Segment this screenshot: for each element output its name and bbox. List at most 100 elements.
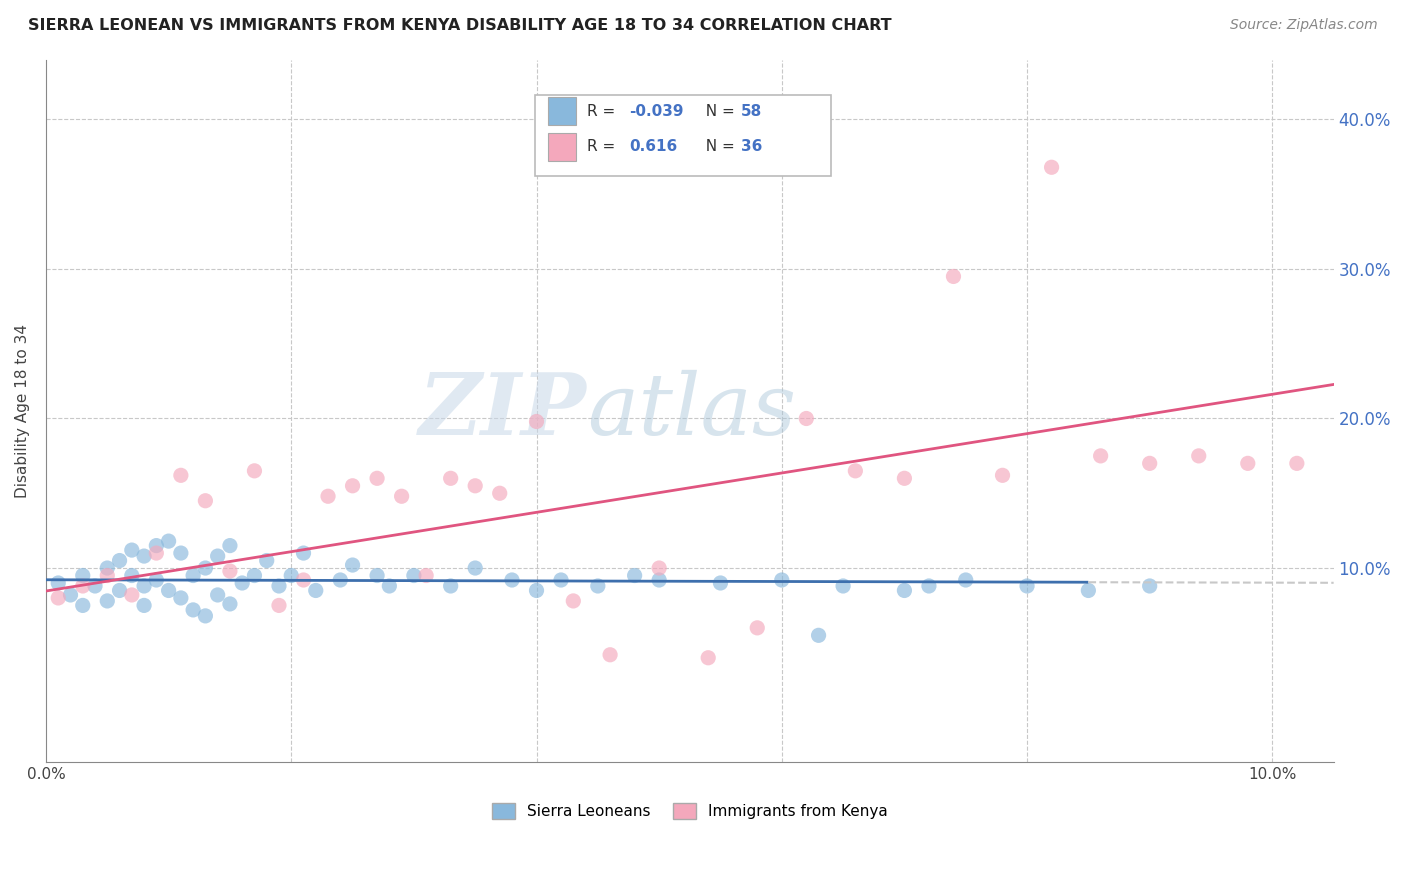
Point <box>207 588 229 602</box>
Point <box>366 471 388 485</box>
Point <box>96 561 118 575</box>
Point <box>170 468 193 483</box>
Point <box>991 468 1014 483</box>
Text: 36: 36 <box>741 139 762 154</box>
Point <box>1139 579 1161 593</box>
Point <box>121 568 143 582</box>
Point <box>219 564 242 578</box>
Text: R =: R = <box>586 139 624 154</box>
Point <box>501 573 523 587</box>
Point <box>170 546 193 560</box>
Point <box>1188 449 1211 463</box>
Point <box>747 621 769 635</box>
Point <box>526 583 548 598</box>
Point <box>599 648 621 662</box>
Point <box>342 558 364 572</box>
Text: SIERRA LEONEAN VS IMMIGRANTS FROM KENYA DISABILITY AGE 18 TO 34 CORRELATION CHAR: SIERRA LEONEAN VS IMMIGRANTS FROM KENYA … <box>28 18 891 33</box>
Point <box>96 568 118 582</box>
Point <box>586 579 609 593</box>
Point <box>72 599 94 613</box>
Legend: Sierra Leoneans, Immigrants from Kenya: Sierra Leoneans, Immigrants from Kenya <box>485 797 894 825</box>
Point <box>342 479 364 493</box>
Text: ZIP: ZIP <box>419 369 586 453</box>
Point <box>648 561 671 575</box>
Point <box>267 599 290 613</box>
Point <box>132 579 155 593</box>
Point <box>267 579 290 593</box>
Point <box>893 471 915 485</box>
Point <box>316 489 339 503</box>
Point <box>1015 579 1038 593</box>
Point <box>1285 456 1308 470</box>
Point <box>145 573 167 587</box>
Point <box>219 539 242 553</box>
Point <box>145 539 167 553</box>
Point <box>1090 449 1112 463</box>
Point <box>329 573 352 587</box>
Y-axis label: Disability Age 18 to 34: Disability Age 18 to 34 <box>15 324 30 498</box>
Point <box>942 269 965 284</box>
Point <box>770 573 793 587</box>
Point <box>1139 456 1161 470</box>
Text: 0.616: 0.616 <box>630 139 678 154</box>
Point <box>292 546 315 560</box>
Point <box>194 493 217 508</box>
Bar <box>548 97 576 126</box>
Point <box>623 568 645 582</box>
Point <box>378 579 401 593</box>
Point <box>170 591 193 605</box>
Point <box>844 464 866 478</box>
Point <box>893 583 915 598</box>
Point <box>194 608 217 623</box>
Point <box>955 573 977 587</box>
Text: Source: ZipAtlas.com: Source: ZipAtlas.com <box>1230 18 1378 32</box>
Point <box>194 561 217 575</box>
Point <box>46 576 69 591</box>
Point <box>488 486 510 500</box>
Point <box>794 411 817 425</box>
Point <box>243 568 266 582</box>
Point <box>391 489 413 503</box>
Point <box>108 553 131 567</box>
Point <box>84 579 107 593</box>
Point <box>415 568 437 582</box>
Point <box>526 415 548 429</box>
Point <box>121 588 143 602</box>
Text: -0.039: -0.039 <box>630 103 683 119</box>
Point <box>709 576 731 591</box>
Point <box>807 628 830 642</box>
Bar <box>548 133 576 161</box>
Point <box>440 579 463 593</box>
Point <box>1077 583 1099 598</box>
Text: atlas: atlas <box>586 369 796 452</box>
Point <box>648 573 671 587</box>
Point <box>1236 456 1258 470</box>
Point <box>402 568 425 582</box>
Text: N =: N = <box>696 139 740 154</box>
Point <box>1040 161 1063 175</box>
Text: R =: R = <box>586 103 620 119</box>
Point <box>305 583 328 598</box>
Text: N =: N = <box>696 103 740 119</box>
Point <box>108 583 131 598</box>
Point <box>697 650 720 665</box>
Text: 58: 58 <box>741 103 762 119</box>
Point <box>464 561 486 575</box>
Point <box>219 597 242 611</box>
FancyBboxPatch shape <box>536 95 831 176</box>
Point <box>562 594 585 608</box>
Point <box>157 583 180 598</box>
Point <box>280 568 302 582</box>
Point <box>256 553 278 567</box>
Point <box>550 573 572 587</box>
Point <box>918 579 941 593</box>
Point <box>366 568 388 582</box>
Point <box>832 579 855 593</box>
Point <box>132 599 155 613</box>
Point <box>181 568 204 582</box>
Point <box>96 594 118 608</box>
Point <box>181 603 204 617</box>
Point <box>207 549 229 563</box>
Point <box>231 576 253 591</box>
Point <box>292 573 315 587</box>
